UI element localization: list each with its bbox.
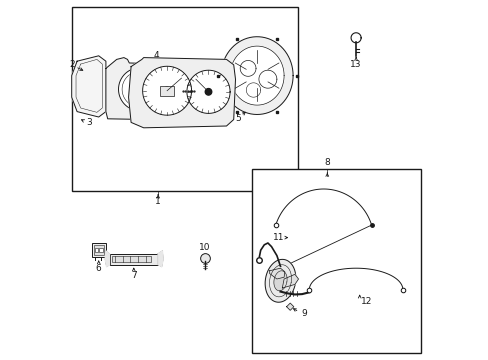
Polygon shape (230, 46, 284, 105)
Bar (111, 256, 151, 262)
Polygon shape (273, 271, 286, 291)
Polygon shape (264, 259, 295, 302)
Text: 9: 9 (301, 310, 306, 319)
Text: 11: 11 (272, 233, 284, 242)
Text: 13: 13 (349, 60, 361, 69)
Polygon shape (269, 268, 284, 279)
Polygon shape (118, 68, 162, 111)
Polygon shape (221, 37, 292, 114)
Polygon shape (163, 87, 170, 94)
Polygon shape (205, 89, 211, 95)
Bar (94, 245, 103, 255)
Text: 6: 6 (96, 264, 102, 273)
Text: 5: 5 (235, 114, 241, 123)
Polygon shape (186, 70, 230, 113)
Bar (99, 248, 102, 252)
Polygon shape (158, 251, 163, 267)
Bar (72, 7, 298, 191)
Polygon shape (350, 33, 361, 43)
Polygon shape (282, 274, 298, 288)
Polygon shape (128, 58, 235, 128)
Text: 8: 8 (324, 158, 329, 167)
Polygon shape (286, 303, 293, 310)
Polygon shape (105, 251, 109, 267)
Bar (109, 254, 158, 265)
Bar (95, 248, 98, 252)
Text: 7: 7 (131, 271, 136, 280)
Bar (160, 86, 174, 96)
Text: 3: 3 (86, 118, 92, 127)
Bar (91, 243, 106, 257)
Text: 2: 2 (69, 60, 75, 69)
Text: 1: 1 (155, 197, 161, 206)
Text: 10: 10 (199, 243, 210, 252)
Polygon shape (240, 60, 256, 76)
Bar (251, 169, 420, 353)
Text: 12: 12 (361, 297, 372, 306)
Polygon shape (246, 83, 260, 97)
Polygon shape (142, 66, 191, 115)
Polygon shape (258, 70, 276, 88)
Polygon shape (167, 69, 206, 109)
Polygon shape (106, 58, 213, 121)
Text: 4: 4 (153, 51, 159, 60)
Polygon shape (72, 56, 106, 117)
